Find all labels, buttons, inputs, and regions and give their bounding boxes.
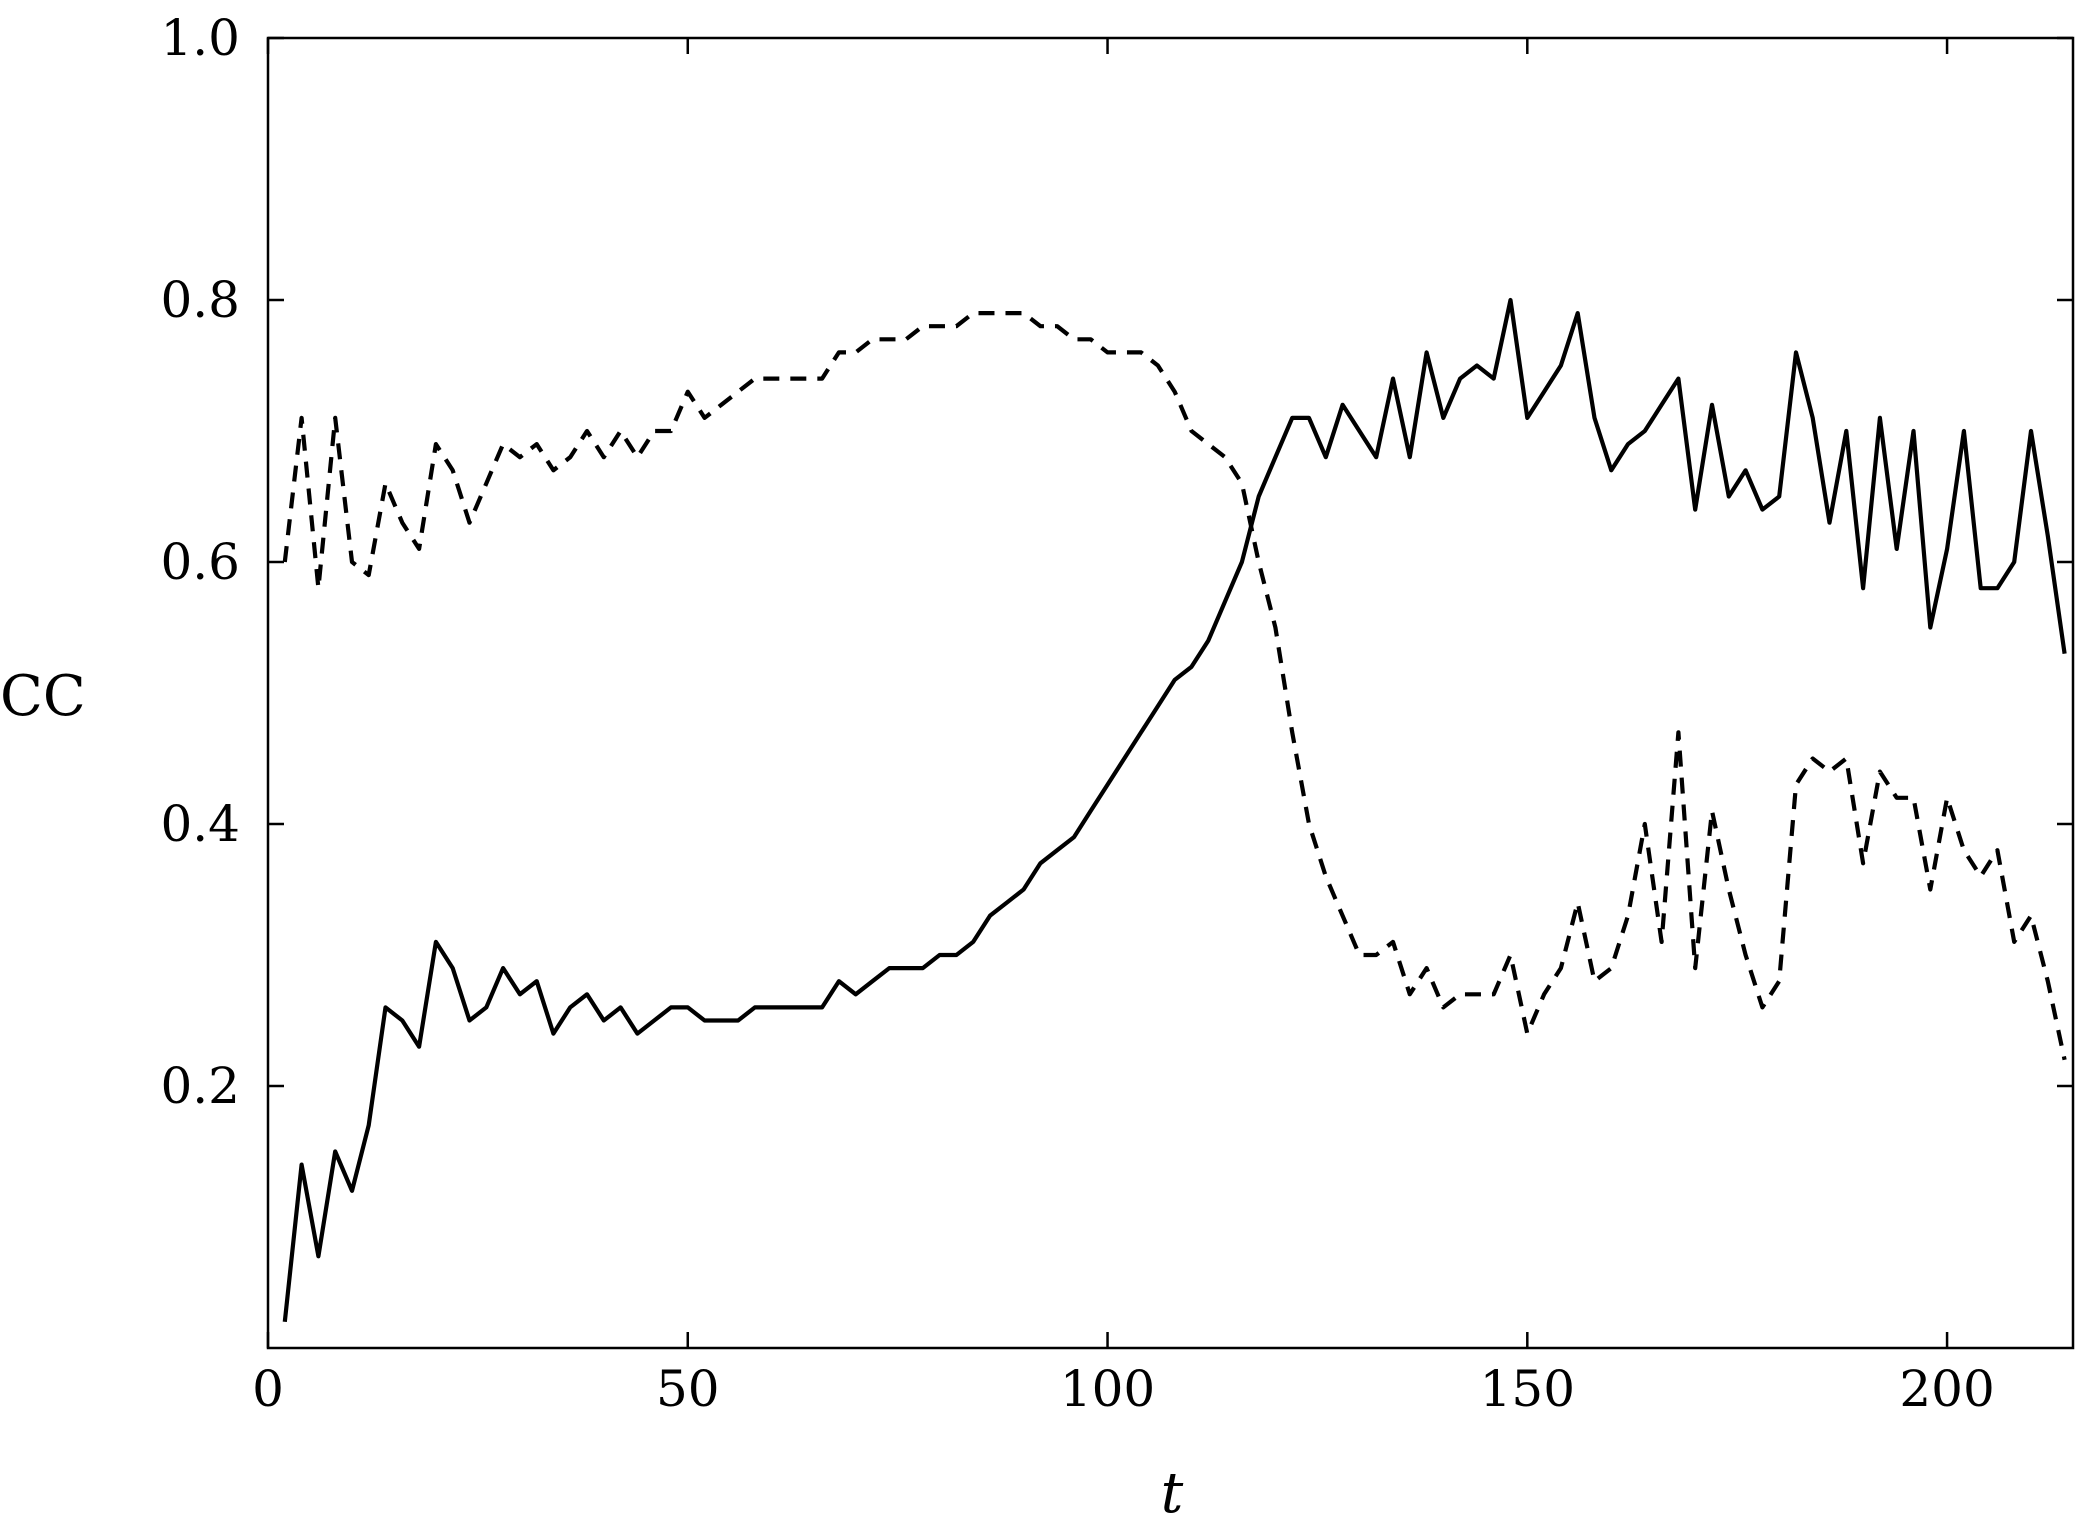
x-tick-label: 50	[656, 1360, 720, 1418]
y-axis-label: CC	[0, 664, 86, 729]
y-tick-label: 1.0	[160, 9, 240, 67]
x-axis-label: t	[1161, 1461, 1184, 1526]
y-tick-label: 0.8	[160, 271, 240, 329]
series-layer	[282, 297, 2067, 1323]
axis-tick-labels: 0 50 100 150 200 0.2 0.4 0.6 0.8 1.0	[160, 9, 1994, 1418]
x-tick-label: 150	[1480, 1360, 1575, 1418]
x-tick-label: 100	[1060, 1360, 1155, 1418]
series-line-dashed	[282, 311, 2067, 1061]
axis-ticks	[266, 36, 2073, 1348]
x-tick-label: 200	[1899, 1360, 1994, 1418]
x-tick-label: 0	[252, 1360, 284, 1418]
plot-frame	[266, 36, 2075, 1350]
y-tick-label: 0.2	[160, 1057, 240, 1115]
y-tick-label: 0.6	[160, 533, 240, 591]
y-tick-label: 0.4	[160, 795, 240, 853]
series-line-solid	[282, 297, 2067, 1323]
